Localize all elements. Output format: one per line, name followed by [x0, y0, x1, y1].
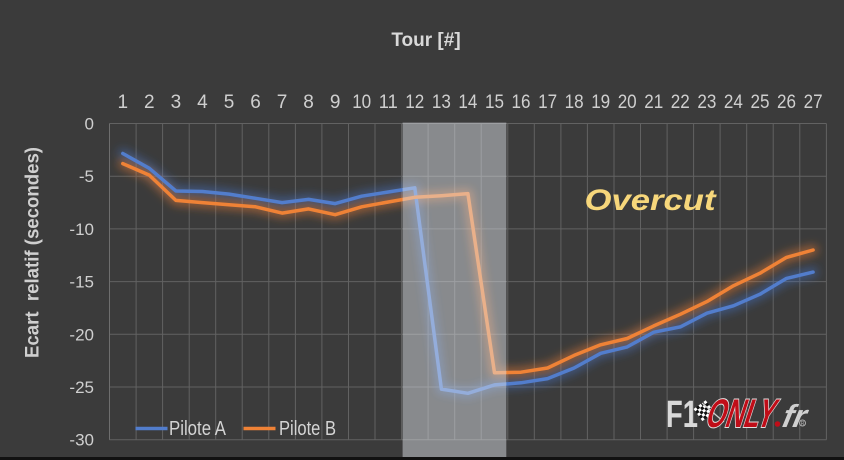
svg-text:25: 25 — [751, 92, 770, 113]
svg-text:5: 5 — [224, 92, 235, 113]
svg-text:Pilote B: Pilote B — [279, 418, 336, 440]
svg-text:7: 7 — [277, 92, 288, 113]
svg-text:Overcut: Overcut — [585, 184, 718, 217]
svg-text:Ecart relatif (secondes): Ecart relatif (secondes) — [23, 147, 44, 358]
svg-text:13: 13 — [432, 92, 451, 113]
svg-text:9: 9 — [330, 92, 341, 113]
svg-text:14: 14 — [458, 92, 477, 113]
svg-text:-30: -30 — [69, 431, 94, 450]
svg-text:15: 15 — [485, 92, 504, 113]
svg-text:6: 6 — [250, 92, 261, 113]
svg-text:1: 1 — [118, 92, 129, 113]
svg-text:17: 17 — [538, 92, 557, 113]
svg-text:19: 19 — [591, 92, 610, 113]
svg-text:-25: -25 — [69, 378, 94, 397]
svg-text:ONLY: ONLY — [701, 392, 783, 436]
svg-text:26: 26 — [777, 92, 796, 113]
svg-text:0: 0 — [85, 115, 94, 134]
svg-text:16: 16 — [512, 92, 531, 113]
svg-text:23: 23 — [697, 92, 716, 113]
svg-text:24: 24 — [724, 92, 743, 113]
svg-text:22: 22 — [671, 92, 690, 113]
svg-text:3: 3 — [171, 92, 182, 113]
svg-text:21: 21 — [644, 92, 663, 113]
svg-text:2: 2 — [144, 92, 155, 113]
svg-text:-15: -15 — [69, 273, 94, 292]
svg-text:10: 10 — [352, 92, 371, 113]
svg-text:R: R — [801, 421, 805, 427]
svg-text:Pilote A: Pilote A — [169, 418, 227, 440]
svg-text:20: 20 — [618, 92, 637, 113]
svg-text:4: 4 — [197, 92, 208, 113]
svg-text:-10: -10 — [69, 220, 94, 239]
svg-text:-20: -20 — [69, 325, 94, 344]
svg-text:11: 11 — [379, 92, 398, 113]
svg-text:F1: F1 — [666, 394, 698, 436]
svg-text:8: 8 — [303, 92, 314, 113]
svg-text:Tour [#]: Tour [#] — [391, 30, 460, 51]
svg-text:18: 18 — [565, 92, 584, 113]
svg-text:27: 27 — [804, 92, 823, 113]
svg-text:-5: -5 — [79, 167, 94, 186]
svg-text:12: 12 — [405, 92, 424, 113]
